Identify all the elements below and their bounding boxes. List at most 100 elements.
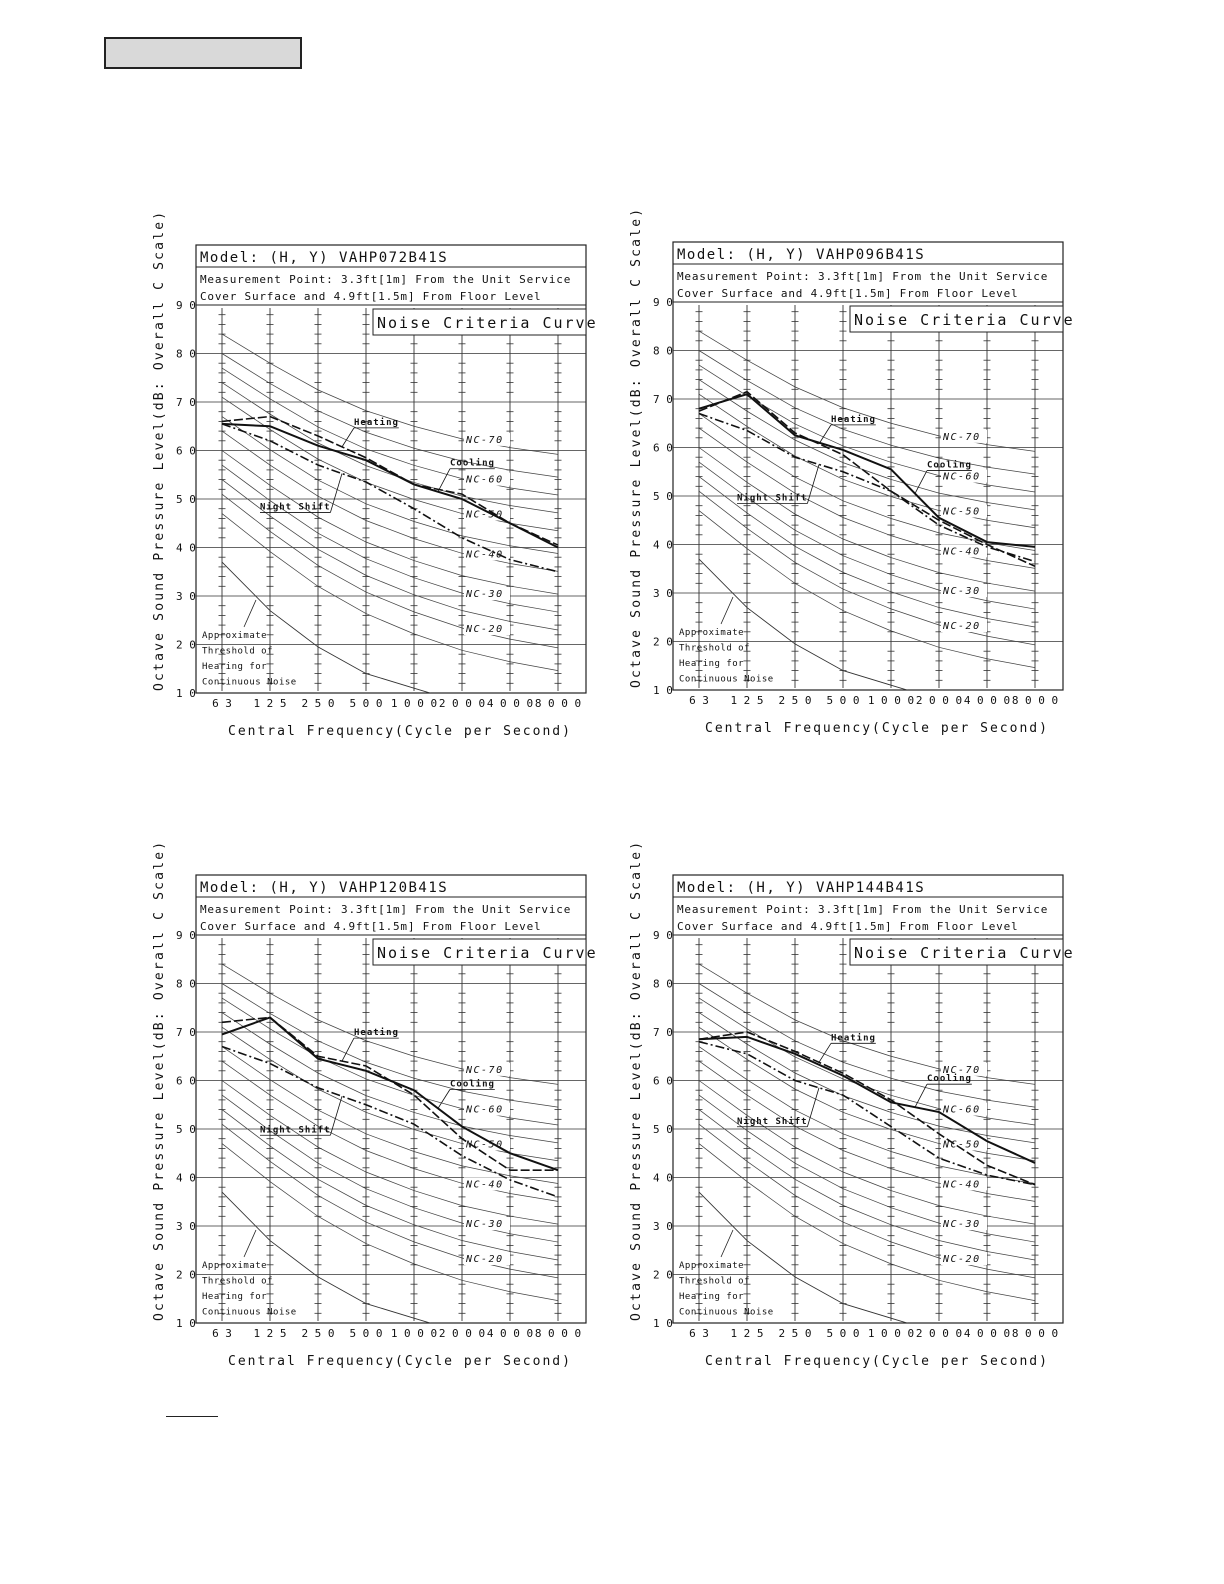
y-tick-label: 2 0 <box>653 636 673 649</box>
y-tick-label: 1 0 <box>176 687 196 700</box>
nc-curve <box>698 1143 1036 1301</box>
nc-curve <box>698 983 1036 1108</box>
nc-curve <box>698 393 1036 529</box>
threshold-leader <box>720 596 734 625</box>
nc-curve <box>698 350 1036 475</box>
series-line-heating <box>698 390 1036 568</box>
nc-curve <box>221 1143 559 1301</box>
nc-curve <box>698 1060 1036 1202</box>
annotation-leader <box>914 470 928 494</box>
threshold-label-line: Approximate <box>202 631 267 641</box>
annotation-cooling: Cooling <box>450 458 495 469</box>
nc-label-bg <box>941 1177 987 1191</box>
chart-title: Model: (H, Y) VAHP120B41S <box>200 880 448 896</box>
nc-curve <box>221 983 559 1108</box>
nc-label-bg <box>941 1217 987 1231</box>
y-tick-label: 8 0 <box>653 978 673 991</box>
x-tick-label: 1 2 5 <box>253 697 286 710</box>
y-axis-label: Octave Sound Pressure Level(dB: Overall … <box>152 210 167 691</box>
nc-curve <box>221 396 559 532</box>
nc-label-bg <box>941 1252 987 1266</box>
nc-curve <box>221 1026 559 1162</box>
annotation-leader <box>807 1087 820 1127</box>
nc-label-bg <box>941 504 987 518</box>
nc-curve <box>221 353 559 478</box>
chart-svg: Model: (H, Y) VAHP144B41S Measurement Poi… <box>629 840 1073 1369</box>
nc-curve <box>698 1123 1036 1279</box>
nc-label-bg <box>941 469 987 483</box>
x-tick-label: 4 0 0 0 <box>964 1327 1010 1340</box>
x-tick-label: 5 0 0 <box>826 694 859 707</box>
noise-criteria-box <box>372 308 587 336</box>
nc-label-bg <box>464 587 510 601</box>
nc-label-70: NC-70 <box>942 1065 981 1076</box>
y-tick-label: 5 0 <box>653 1123 673 1136</box>
x-tick-label: 8 0 0 0 <box>1012 1327 1058 1340</box>
nc-label-20: NC-20 <box>465 624 504 635</box>
annotation-night-shift: Night Shift <box>260 1124 331 1135</box>
nc-curve <box>698 1094 1036 1243</box>
nc-curve <box>698 379 1036 511</box>
nc-curve <box>221 479 559 631</box>
noise-criteria-label: Noise Criteria Curve <box>854 311 1075 329</box>
measurement-point-line-2: Cover Surface and 4.9ft[1.5m] From Floor… <box>200 920 541 933</box>
threshold-leader <box>243 599 257 628</box>
chart-svg: Model: (H, Y) VAHP072B41S Measurement Poi… <box>152 210 596 739</box>
series-line-night-shift <box>698 1040 1036 1186</box>
noise-criteria-box <box>849 305 1064 333</box>
nc-curve <box>221 1012 559 1144</box>
nc-label-bg <box>464 1252 510 1266</box>
x-tick-label: 8 0 0 0 <box>535 697 581 710</box>
nc-label-60: NC-60 <box>942 1105 981 1116</box>
y-tick-label: 5 0 <box>176 493 196 506</box>
annotation-leader <box>330 1096 343 1136</box>
y-tick-label: 9 0 <box>176 299 196 312</box>
annotation-cooling: Cooling <box>927 460 972 471</box>
chart-frame <box>672 874 1064 1324</box>
annotation-leader <box>330 473 343 513</box>
threshold-label-line: Continuous Noise <box>202 678 297 688</box>
y-tick-label: 5 0 <box>653 490 673 503</box>
nc-label-30: NC-30 <box>465 589 504 600</box>
annotation-night-shift: Night Shift <box>737 1116 808 1127</box>
nc-label-40: NC-40 <box>465 549 504 560</box>
threshold-curve <box>221 561 432 693</box>
chart-title: Model: (H, Y) VAHP144B41S <box>677 880 925 896</box>
x-tick-label: 4 0 0 0 <box>964 694 1010 707</box>
x-axis-label: Central Frequency(Cycle per Second) <box>705 1354 1049 1369</box>
x-tick-label: 1 2 5 <box>730 694 763 707</box>
nc-curve <box>221 1123 559 1279</box>
nc-curve <box>221 464 559 613</box>
header-label-box <box>104 37 302 69</box>
nc-label-bg <box>464 432 510 446</box>
x-tick-label: 5 0 0 <box>349 697 382 710</box>
series-line-cooling <box>698 393 1036 548</box>
y-tick-label: 6 0 <box>176 1075 196 1088</box>
nc-label-bg <box>464 1217 510 1231</box>
annotation-heating: Heating <box>831 1032 876 1043</box>
y-tick-label: 1 0 <box>653 684 673 697</box>
x-tick-label: 5 0 0 <box>349 1327 382 1340</box>
nc-label-50: NC-50 <box>942 507 981 518</box>
nc-label-50: NC-50 <box>465 510 504 521</box>
nc-label-60: NC-60 <box>942 472 981 483</box>
threshold-label-line: Threshold of <box>679 644 750 654</box>
x-tick-label: 1 2 5 <box>730 1327 763 1340</box>
x-tick-label: 6 3 <box>689 1327 709 1340</box>
x-tick-label: 8 0 0 0 <box>1012 694 1058 707</box>
series-line-heating <box>698 1031 1036 1186</box>
y-tick-label: 6 0 <box>653 442 673 455</box>
series-line-night-shift <box>221 423 559 573</box>
footnote-rule <box>166 1416 218 1417</box>
y-tick-label: 4 0 <box>653 539 673 552</box>
chart-frame <box>672 241 1064 691</box>
threshold-curve <box>698 558 909 690</box>
x-tick-label: 1 0 0 0 <box>391 697 437 710</box>
y-tick-label: 3 0 <box>176 1220 196 1233</box>
annotation-heating: Heating <box>831 414 876 425</box>
nc-label-bg <box>464 1062 510 1076</box>
y-tick-label: 9 0 <box>653 929 673 942</box>
x-tick-label: 6 3 <box>689 694 709 707</box>
y-tick-label: 7 0 <box>176 1026 196 1039</box>
annotation-leader <box>914 1083 928 1108</box>
